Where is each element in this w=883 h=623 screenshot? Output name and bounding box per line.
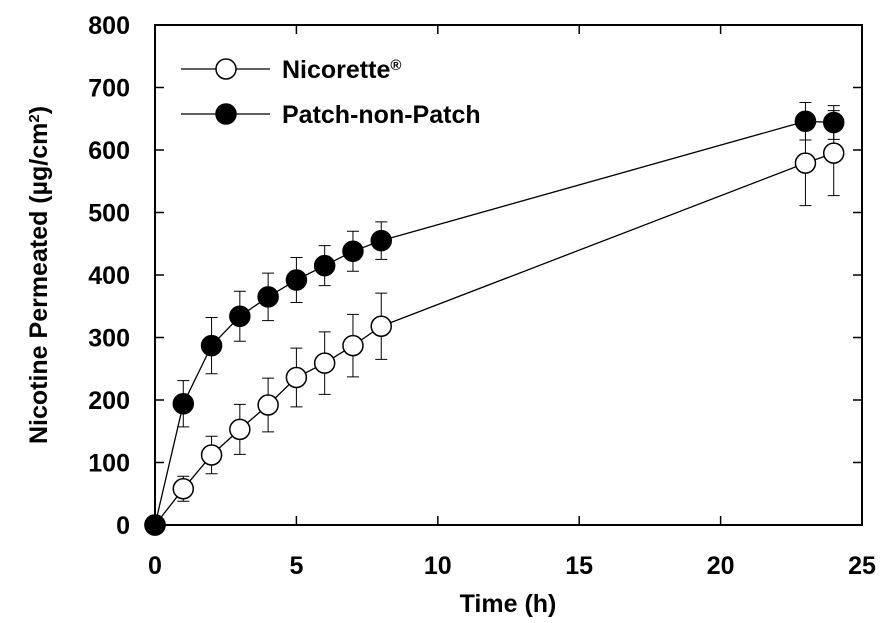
x-tick-label: 5 <box>289 552 303 580</box>
series-line-patch-non-patch <box>154 120 834 526</box>
data-point <box>313 254 336 277</box>
data-point <box>370 315 392 337</box>
legend-label-nicorette: Nicorette® <box>282 56 401 84</box>
data-point <box>794 152 817 174</box>
y-axis-title-sup: 2 <box>26 114 43 122</box>
data-point <box>342 334 364 357</box>
data-point <box>172 478 195 500</box>
y-tick-label: 100 <box>88 450 130 478</box>
series-layer <box>144 102 845 536</box>
x-tick-label: 0 <box>148 552 162 580</box>
data-point <box>342 240 364 262</box>
data-point <box>822 111 845 134</box>
data-point <box>794 110 817 132</box>
y-tick-label: 500 <box>88 200 130 228</box>
y-axis-title-main: Nicotine Permeated (µg/cm <box>25 123 53 444</box>
y-tick-labels: 0 100 200 300 400 500 600 700 800 <box>88 12 130 540</box>
data-point <box>172 393 195 415</box>
legend-item-patch-non-patch: Patch-non-Patch <box>181 101 481 129</box>
data-point <box>229 305 251 327</box>
data-point <box>257 286 279 308</box>
y-tick-label: 700 <box>88 75 130 103</box>
data-point <box>229 418 251 441</box>
y-tick-label: 200 <box>88 387 130 415</box>
data-point <box>285 269 308 291</box>
x-tick-label: 25 <box>848 552 876 580</box>
y-tick-label: 600 <box>88 137 130 165</box>
data-point <box>200 334 223 357</box>
series-patch-non-patch <box>144 102 845 536</box>
data-point <box>370 229 392 252</box>
axis-ticks <box>154 24 863 526</box>
legend-marker-nicorette <box>215 58 237 80</box>
series-nicorette <box>144 110 845 536</box>
x-axis-title: Time (h) <box>460 590 557 618</box>
data-point <box>285 366 308 389</box>
legend-label-nicorette-text: Nicorette <box>282 56 390 84</box>
y-tick-label: 300 <box>88 325 130 353</box>
data-point <box>257 394 279 416</box>
data-point <box>200 444 223 466</box>
legend-label-nicorette-sup: ® <box>390 57 401 74</box>
legend-marker-patch-non-patch <box>215 103 237 125</box>
data-point <box>822 142 845 164</box>
legend: Nicorette® Patch-non-Patch <box>181 56 481 129</box>
x-tick-label: 20 <box>707 552 735 580</box>
x-tick-label: 15 <box>565 552 593 580</box>
y-tick-label: 0 <box>116 512 130 540</box>
legend-label-patch-non-patch: Patch-non-Patch <box>282 101 481 129</box>
x-tick-labels: 0 5 10 15 20 25 <box>148 552 876 580</box>
x-tick-label: 10 <box>424 552 452 580</box>
y-axis-title: Nicotine Permeated (µg/cm2) <box>25 106 53 444</box>
data-point <box>144 514 166 536</box>
legend-item-nicorette: Nicorette® <box>181 56 401 84</box>
y-tick-label: 800 <box>88 12 130 40</box>
plot-frame <box>154 24 863 526</box>
y-axis-title-tail: ) <box>25 106 53 114</box>
y-tick-label: 400 <box>88 262 130 290</box>
data-point <box>313 352 336 374</box>
